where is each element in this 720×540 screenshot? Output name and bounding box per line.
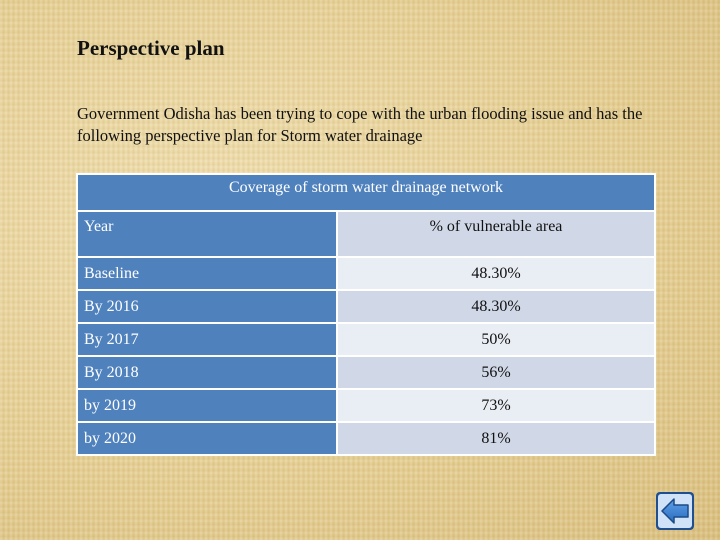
row-value: 50%	[336, 322, 656, 357]
row-year: By 2016	[76, 289, 338, 324]
table-row: by 2020 81%	[76, 421, 656, 456]
row-value: 48.30%	[336, 256, 656, 291]
intro-paragraph: Government Odisha has been trying to cop…	[77, 104, 643, 145]
table-row: Baseline 48.30%	[76, 256, 656, 291]
row-value: 48.30%	[336, 289, 656, 324]
table-row: By 2017 50%	[76, 322, 656, 357]
header-vulnerable-area: % of vulnerable area	[336, 210, 656, 258]
row-year: Baseline	[76, 256, 338, 291]
header-year: Year	[76, 210, 338, 258]
table-row: By 2018 56%	[76, 355, 656, 390]
row-value: 81%	[336, 421, 656, 456]
table-caption: Coverage of storm water drainage network	[76, 173, 656, 212]
coverage-table: Coverage of storm water drainage network…	[76, 173, 656, 456]
row-value: 73%	[336, 388, 656, 423]
back-navigation-button[interactable]	[655, 491, 695, 531]
table-header-row: Year % of vulnerable area	[76, 210, 656, 258]
row-value: 56%	[336, 355, 656, 390]
row-year: by 2019	[76, 388, 338, 423]
table-row: by 2019 73%	[76, 388, 656, 423]
row-year: By 2017	[76, 322, 338, 357]
back-arrow-icon	[656, 492, 694, 530]
coverage-table-container: Coverage of storm water drainage network…	[76, 173, 656, 456]
row-year: By 2018	[76, 355, 338, 390]
table-row: By 2016 48.30%	[76, 289, 656, 324]
row-year: by 2020	[76, 421, 338, 456]
slide-title: Perspective plan	[77, 36, 225, 60]
